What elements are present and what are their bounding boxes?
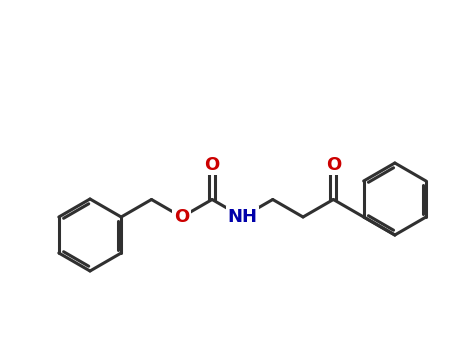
Text: O: O bbox=[174, 208, 189, 226]
Text: NH: NH bbox=[228, 208, 258, 226]
Text: O: O bbox=[326, 155, 341, 174]
Text: O: O bbox=[204, 155, 220, 174]
